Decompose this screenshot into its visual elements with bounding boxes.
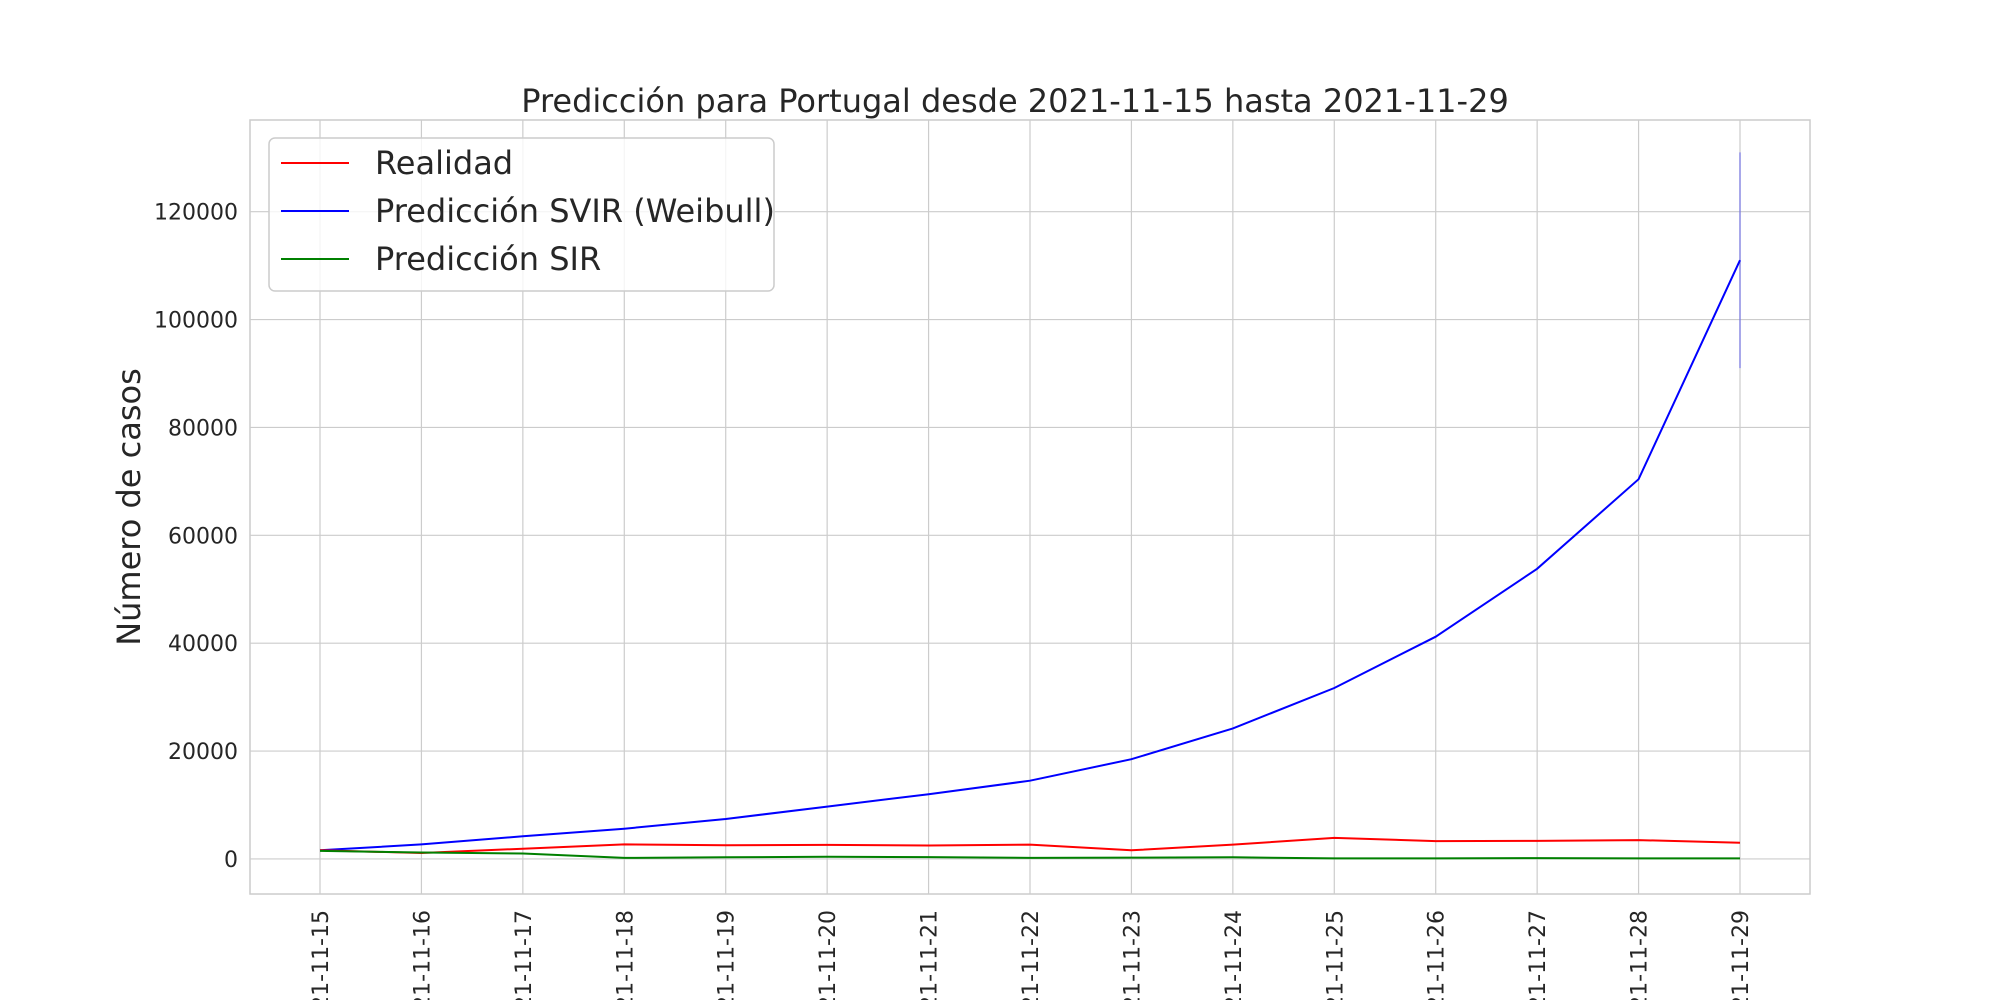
x-tick-label: 2021-11-18 (613, 910, 638, 1000)
y-axis-label: Número de casos (110, 368, 148, 646)
x-tick-label: 2021-11-19 (715, 910, 740, 1000)
legend-label-svir: Predicción SVIR (Weibull) (375, 192, 775, 230)
legend: Realidad Predicción SVIR (Weibull) Predi… (268, 137, 775, 292)
x-tick-label: 2021-11-23 (1120, 910, 1145, 1000)
x-tick-label: 2021-11-22 (1019, 910, 1044, 1000)
legend-box (268, 137, 775, 292)
chart-title: Predicción para Portugal desde 2021-11-1… (521, 82, 1509, 120)
series-line-sir (319, 849, 1740, 860)
series-line-svir (319, 259, 1741, 852)
x-tick-label: 2021-11-20 (816, 910, 841, 1000)
x-tick-label: 2021-11-28 (1628, 910, 1653, 1000)
x-tick-label: 2021-11-25 (1323, 910, 1348, 1000)
series-line-realidad (319, 836, 1741, 855)
y-tick-label: 60000 (168, 524, 238, 549)
y-tick-label: 20000 (168, 740, 238, 765)
y-tick-label: 120000 (154, 201, 238, 226)
y-axis-ticks: 0 20000 40000 60000 80000 100000 120000 (154, 201, 238, 873)
x-tick-label: 2021-11-29 (1729, 910, 1754, 1000)
x-axis-ticks: 2021-11-15 2021-11-16 2021-11-17 2021-11-18… (309, 910, 1754, 1000)
plot-area (249, 119, 1811, 895)
x-tick-label: 2021-11-17 (512, 910, 537, 1000)
y-tick-label: 80000 (168, 416, 238, 441)
x-tick-label: 2021-11-27 (1526, 910, 1551, 1000)
x-tick-label: 2021-11-24 (1222, 910, 1247, 1000)
legend-label-realidad: Realidad (375, 144, 513, 182)
y-tick-label: 40000 (168, 632, 238, 657)
x-tick-label: 2021-11-21 (918, 910, 943, 1000)
y-tick-label: 0 (224, 848, 238, 873)
x-tick-label: 2021-11-26 (1425, 910, 1450, 1000)
series-layer (319, 152, 1741, 860)
x-tick-label: 2021-11-16 (410, 910, 435, 1000)
y-tick-label: 100000 (154, 309, 238, 334)
x-tick-label: 2021-11-15 (309, 910, 334, 1000)
legend-label-sir: Predicción SIR (375, 240, 601, 278)
